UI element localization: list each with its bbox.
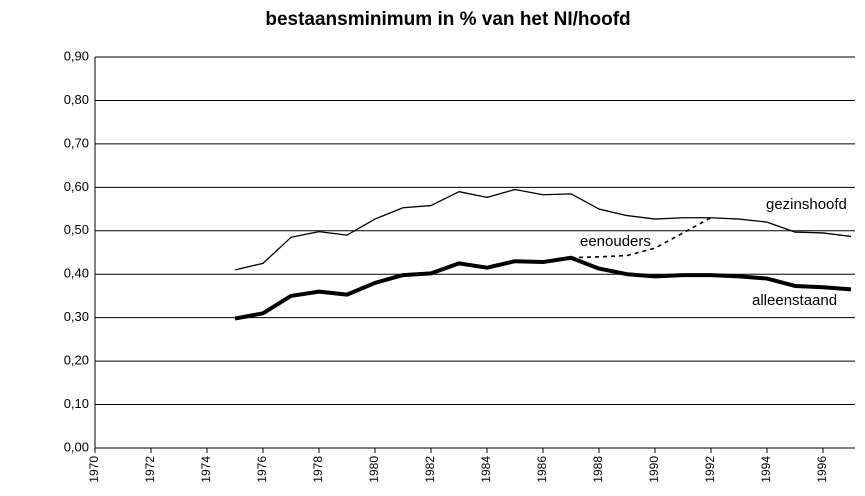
x-tick-label: 1970: [87, 456, 101, 483]
y-tick-label: 0,60: [64, 179, 89, 194]
x-tick-label: 1996: [815, 456, 829, 483]
y-tick-label: 0,10: [64, 396, 89, 411]
x-tick-label: 1982: [423, 456, 437, 483]
series-label: alleenstaand: [752, 292, 837, 309]
series-label: gezinshoofd: [766, 196, 847, 213]
x-tick-label: 1994: [759, 456, 773, 483]
x-tick-label: 1980: [367, 456, 381, 483]
y-tick-label: 0,20: [64, 353, 89, 368]
y-tick-label: 0,80: [64, 92, 89, 107]
x-tick-label: 1972: [143, 456, 157, 483]
x-tick-label: 1984: [479, 456, 493, 483]
series-line: [234, 188, 852, 271]
y-tick-label: 0,30: [64, 309, 89, 324]
x-tick-label: 1986: [535, 456, 549, 483]
x-tick-label: 1978: [311, 456, 325, 483]
series-label: eenouders: [580, 233, 651, 250]
y-tick-label: 0,70: [64, 135, 89, 150]
x-tick-label: 1990: [647, 456, 661, 483]
x-tick-label: 1976: [255, 456, 269, 483]
series-line: [570, 217, 712, 259]
y-tick-label: 0,40: [64, 266, 89, 281]
y-tick-label: 0,90: [64, 48, 89, 63]
y-tick-label: 0,00: [64, 439, 89, 454]
y-tick-label: 0,50: [64, 222, 89, 237]
series-line: [234, 255, 852, 321]
x-tick-label: 1988: [591, 456, 605, 483]
chart-title: bestaansminimum in % van het NI/hoofd: [265, 9, 630, 30]
x-tick-label: 1974: [199, 456, 213, 483]
x-tick-label: 1992: [703, 456, 717, 483]
